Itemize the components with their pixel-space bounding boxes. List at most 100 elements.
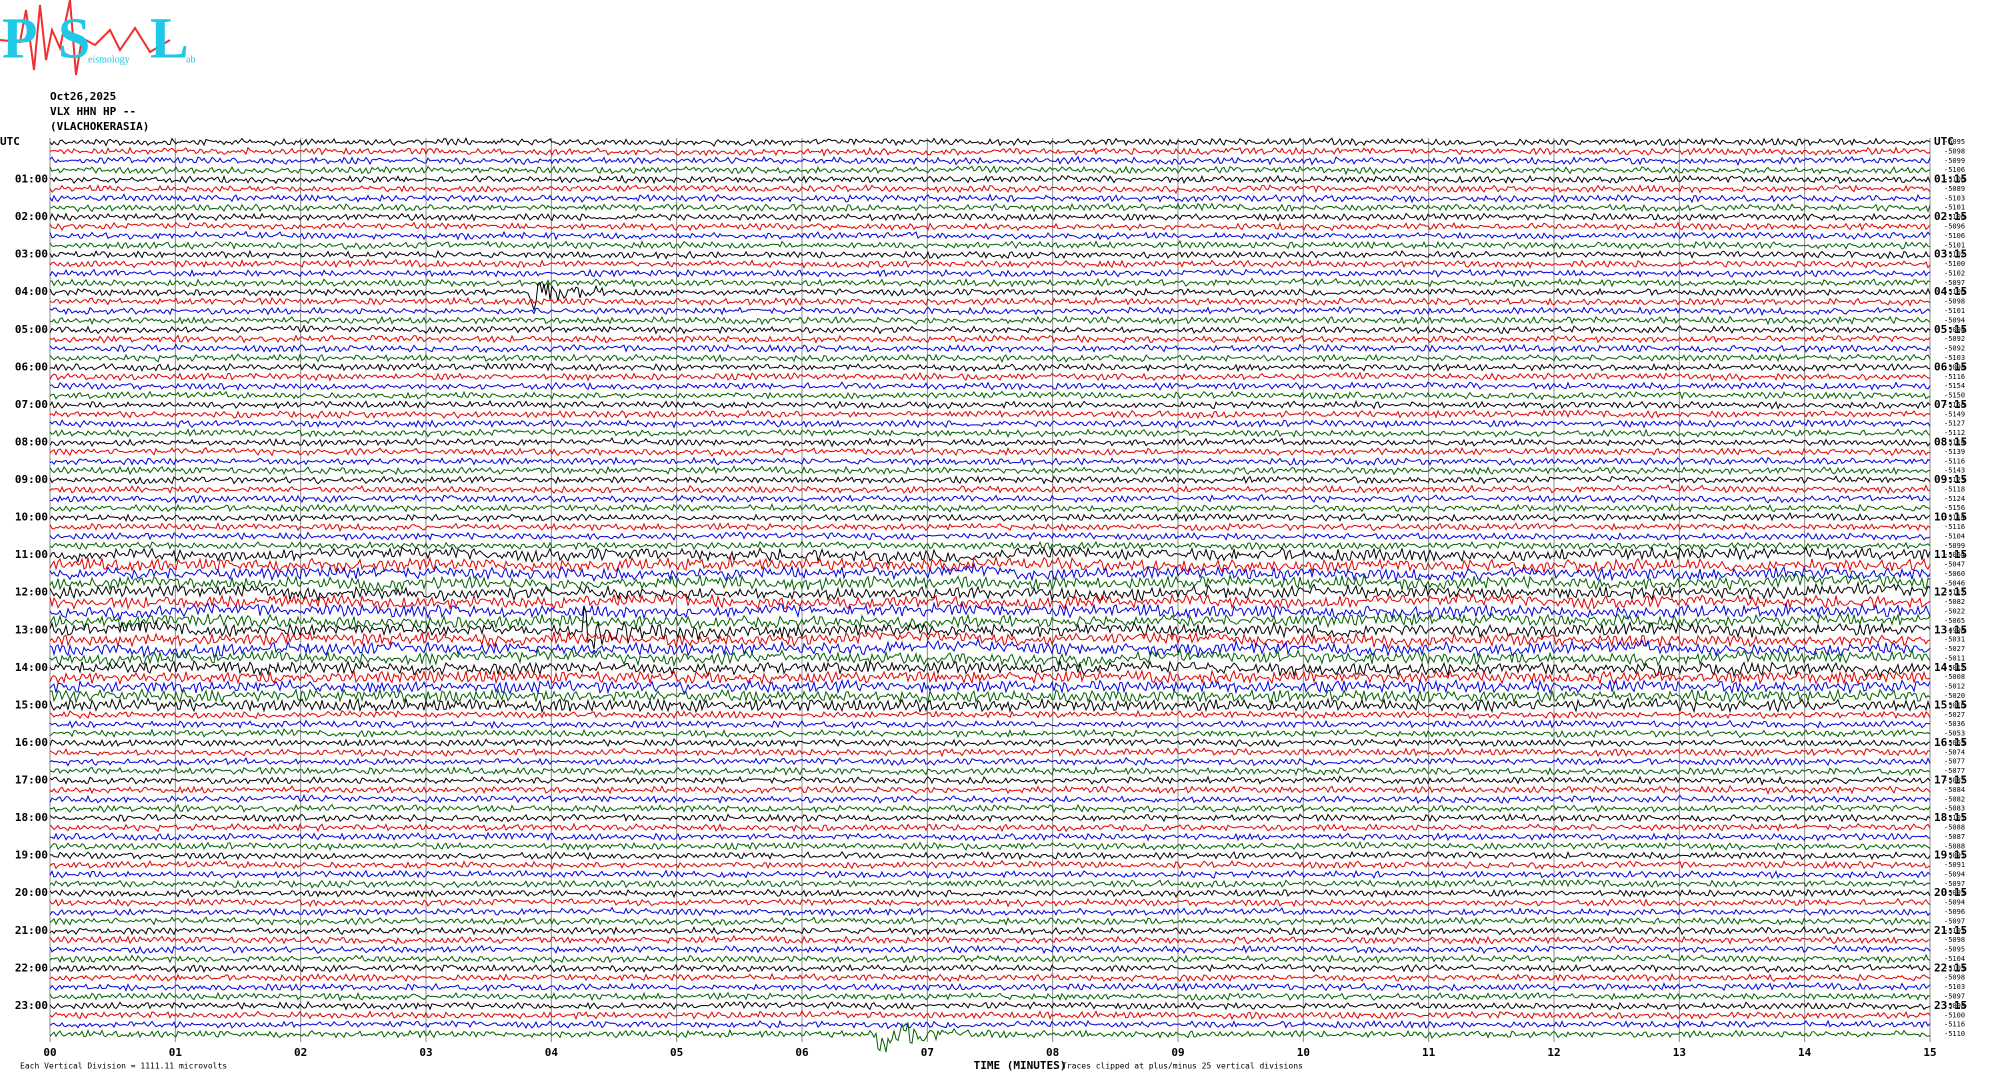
offset-label: -5099 [1944,157,1965,165]
trace [49,972,1931,983]
offset-label: -5063 [1944,739,1965,747]
offset-label: -5095 [1944,138,1965,146]
hour-label-right: 20:15 [1934,886,1967,899]
trace [49,728,1931,739]
hour-label-left: 02:00 [15,210,48,223]
hour-label-right: 02:15 [1934,210,1967,223]
hour-label-right: 12:15 [1934,586,1967,599]
offset-label: -5091 [1944,852,1965,860]
hour-label-left: 03:00 [15,248,48,261]
hour-label-left: 23:00 [15,999,48,1012]
logo-letter: L [150,5,189,70]
hour-label-left: 05:00 [15,323,48,336]
trace [49,850,1931,861]
trace [49,793,1931,805]
offset-label: -5096 [1944,908,1965,916]
offset-label: -5097 [1944,917,1965,925]
trace [49,277,1931,288]
trace [49,1019,1931,1030]
offset-label: -5116 [1944,373,1965,381]
offset-label: -5098 [1944,974,1965,982]
offset-label: -5116 [1944,457,1965,465]
offset-label: -5060 [1944,570,1965,578]
trace [49,381,1931,391]
trace [49,869,1931,880]
offset-label: -5022 [1944,608,1965,616]
offset-label: -5016 [1944,701,1965,709]
offset-label: -5116 [1944,1021,1965,1029]
offset-label: -5094 [1944,870,1965,878]
offset-label: -5101 [1944,814,1965,822]
offset-label: -5100 [1944,1011,1965,1019]
offset-label: -5103 [1944,354,1965,362]
x-tick-label: 11 [1422,1046,1436,1059]
trace [49,146,1931,157]
offset-label: -5082 [1944,598,1965,606]
offset-label: -5084 [1944,786,1965,794]
offset-label: -5098 [1944,363,1965,371]
offset-label: -5064 [1944,551,1965,559]
offset-label: -5149 [1944,410,1965,418]
trace [49,859,1931,870]
offset-label: -4998 [1944,626,1965,634]
trace [49,1010,1931,1021]
trace [49,334,1931,344]
x-tick-label: 12 [1547,1046,1560,1059]
trace [49,1000,1931,1011]
offset-label: -5118 [1944,485,1965,493]
trace [49,916,1931,927]
trace [49,193,1931,204]
trace [49,888,1931,899]
hour-label-right: 01:15 [1934,173,1967,186]
offset-label: -5106 [1944,176,1965,184]
hour-label-right: 16:15 [1934,736,1967,749]
hour-label-left: 22:00 [15,961,48,974]
trace [49,709,1931,720]
hour-label-left: 06:00 [15,360,48,373]
trace [49,765,1931,777]
trace [49,446,1931,457]
trace [49,258,1931,269]
hour-label-right: 08:15 [1934,435,1967,448]
hour-label-right: 09:15 [1934,473,1967,486]
trace [49,296,1931,307]
offset-label: -5106 [1944,166,1965,174]
offset-label: -5088 [1944,823,1965,831]
x-axis-title: TIME (MINUTES) [974,1059,1067,1072]
date: Oct26,2025 [50,90,116,103]
offset-label: -5012 [1944,664,1965,672]
offset-label: -5083 [1944,805,1965,813]
trace [49,428,1931,438]
offset-label: -5091 [1944,861,1965,869]
offset-label: -5095 [1944,946,1965,954]
x-tick-label: 10 [1297,1046,1310,1059]
offset-label: -5098 [1944,298,1965,306]
offset-label: -5098 [1944,936,1965,944]
trace [49,456,1931,467]
trace [49,831,1931,842]
trace [49,555,1931,575]
offset-label: -5020 [1944,692,1965,700]
trace [49,399,1931,410]
offset-label: -5103 [1944,964,1965,972]
offset-label: -5104 [1944,532,1965,540]
trace [49,592,1931,611]
offset-label: -5114 [1944,514,1965,522]
offset-label: -5104 [1944,955,1965,963]
offset-label: -5087 [1944,777,1965,785]
trace [49,408,1931,420]
offset-label: -5116 [1944,523,1965,531]
hour-label-left: 17:00 [15,774,48,787]
trace [49,305,1931,317]
trace [49,390,1931,401]
offset-label: -5154 [1944,382,1965,390]
trace [49,812,1931,823]
trace [49,659,1931,679]
offset-label: -5143 [1944,467,1965,475]
hour-label-right: 23:15 [1934,999,1967,1012]
trace [49,1022,1931,1053]
x-tick-label: 09 [1171,1046,1184,1059]
offset-label: -5027 [1944,711,1965,719]
trace [49,268,1931,278]
trace [49,572,1931,593]
